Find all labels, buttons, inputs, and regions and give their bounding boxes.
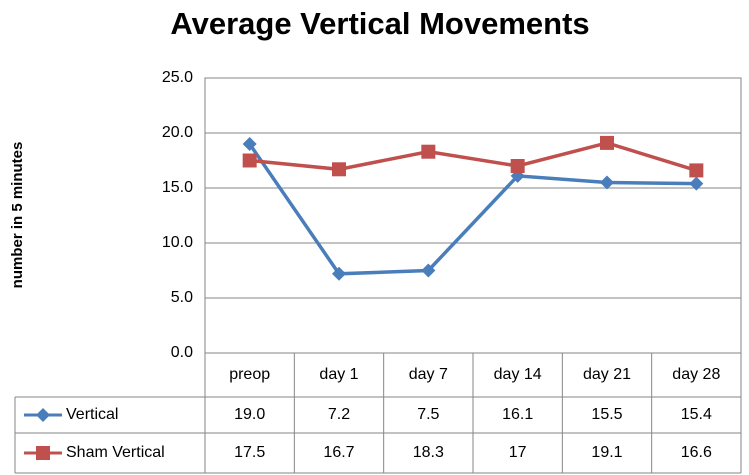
table-value: 15.5 [591, 406, 622, 423]
y-tick-label: 15.0 [162, 179, 193, 196]
x-tick-label: preop [229, 366, 270, 383]
table-value: 15.4 [681, 406, 712, 423]
table-value: 19.0 [234, 406, 265, 423]
series-line [249, 141, 697, 173]
y-tick-label: 0.0 [171, 344, 193, 361]
point [689, 176, 704, 191]
y-tick-label: 10.0 [162, 234, 193, 251]
table-value: 7.2 [328, 406, 350, 423]
y-axis-label: number in 5 minutes [9, 142, 26, 289]
x-tick-label: day 7 [409, 366, 448, 383]
x-tick-label: day 1 [319, 366, 358, 383]
point [510, 159, 525, 173]
table-value: 19.1 [591, 444, 622, 461]
point [242, 153, 257, 168]
table-value: 7.5 [417, 406, 439, 423]
point [600, 135, 614, 150]
plot-area [204, 77, 742, 354]
table-value: 16.1 [502, 406, 533, 423]
point [332, 266, 346, 281]
y-tick-label: 5.0 [171, 289, 193, 306]
point [421, 144, 436, 159]
y-tick-label: 25.0 [162, 69, 193, 86]
legend-marker [36, 446, 50, 460]
point [332, 162, 346, 177]
series-line [248, 143, 697, 276]
point [689, 163, 704, 178]
x-tick-label: day 21 [583, 366, 631, 383]
chart-title: Average Vertical Movements [170, 6, 589, 41]
table-value: 17.5 [234, 444, 265, 461]
x-tick-label: day 14 [494, 366, 542, 383]
x-tick-label: day 28 [672, 366, 720, 383]
legend-label: Sham Vertical [66, 444, 165, 461]
point [421, 263, 436, 278]
legend-label: Vertical [66, 406, 118, 423]
table-value: 18.3 [413, 444, 444, 461]
point [600, 175, 614, 190]
y-tick-label: 20.0 [162, 124, 193, 141]
point [242, 137, 257, 151]
table-value: 16.7 [323, 444, 354, 461]
legend-marker [36, 408, 50, 422]
table-value: 17 [509, 444, 527, 461]
table-value: 16.6 [681, 444, 712, 461]
